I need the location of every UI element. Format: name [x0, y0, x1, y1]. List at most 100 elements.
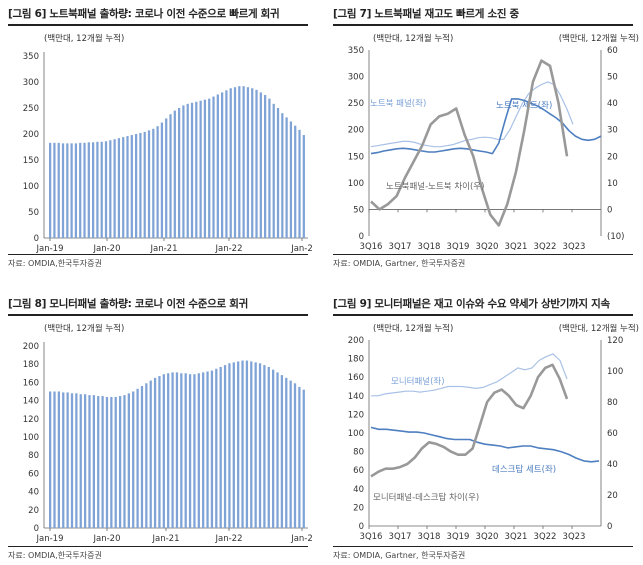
bar [101, 396, 104, 528]
chart-title: [그림 8] 모니터패널 출하량: 코로나 이전 수준으로 회귀 [8, 298, 248, 310]
bar [83, 394, 87, 528]
bar [79, 394, 82, 528]
y-tick-label-left: 120 [348, 410, 364, 420]
bar [212, 96, 215, 238]
bar [199, 100, 202, 238]
bar [75, 393, 78, 528]
line-chart-notebook-inventory: (백만대, 12개월 누적) (백만대, 12개월 누적)050100150200… [348, 33, 639, 252]
bar [167, 373, 170, 528]
bar [203, 99, 207, 239]
unit-note-right: (백만대, 12개월 누적) [559, 323, 639, 334]
y-tick-label-left: 300 [348, 73, 364, 83]
bottom-rule [8, 546, 308, 547]
unit-note: (백만대, 12개월 누적) [44, 323, 124, 334]
bar [178, 108, 181, 238]
x-tick-label: 3Q23 [563, 242, 586, 252]
bar [250, 361, 253, 528]
chart-panel-8: [그림 8] 모니터패널 출하량: 코로나 이전 수준으로 회귀 (백만대, 1… [8, 290, 316, 565]
y-tick-label: 120 [23, 415, 39, 425]
bar [193, 374, 196, 528]
y-tick-label: 20 [28, 506, 39, 516]
bar [232, 362, 235, 528]
title-rule [333, 314, 633, 316]
y-tick-label-left: 100 [348, 179, 364, 189]
bottom-rule [333, 254, 633, 255]
y-tick-label-left: 350 [348, 46, 364, 56]
bar [53, 142, 56, 238]
bar [70, 393, 74, 528]
bar [136, 388, 139, 528]
bar [206, 371, 209, 528]
y-tick-label-left: 200 [348, 126, 364, 136]
bar [158, 376, 161, 528]
bar [241, 360, 244, 528]
y-tick-label-left: 50 [353, 205, 364, 215]
series-line [370, 363, 569, 478]
bottom-rule [333, 546, 633, 547]
y-tick-label-left: 20 [353, 503, 364, 513]
series-label: 노트북패널-노트북 차이(우) [386, 181, 484, 192]
bar [210, 370, 214, 528]
x-tick-label: Jan-20 [93, 534, 121, 544]
y-tick-label-left: 250 [348, 99, 364, 109]
bar [126, 136, 129, 238]
y-tick-label-left: 180 [348, 355, 364, 365]
bar [202, 372, 205, 528]
bar [87, 142, 90, 238]
y-tick-label-left: 60 [353, 466, 364, 476]
bar [61, 143, 65, 238]
bar [97, 396, 100, 528]
bar [280, 375, 284, 528]
line-chart-monitor-inventory: (백만대, 12개월 누적) (백만대, 12개월 누적) 0 20 40 60 80 100… [348, 323, 639, 542]
y-tick-label-right: 60 [607, 46, 618, 56]
y-tick-label-right: 120 [607, 336, 623, 346]
x-tick-label: 3Q20 [476, 242, 499, 252]
bar [49, 142, 52, 238]
bar [149, 380, 152, 528]
x-tick-label: 3Q18 [418, 532, 441, 542]
x-tick-label: Jan-22 [215, 244, 243, 254]
y-tick-label-right: 80 [607, 398, 618, 408]
bar [219, 366, 222, 528]
bar [156, 126, 159, 238]
bar [267, 366, 270, 528]
bar [132, 391, 135, 528]
bar [258, 363, 262, 528]
bar [251, 88, 254, 238]
bar [171, 372, 174, 528]
bar [145, 383, 148, 528]
bar [245, 360, 249, 528]
chart-title: [그림 9] 모니터패널은 재고 이슈와 수요 약세가 상반기까지 지속 [333, 298, 610, 310]
series-line [370, 426, 600, 463]
x-tick-label: 3Q16 [360, 532, 383, 542]
x-tick-label: 3Q21 [505, 242, 528, 252]
bar [276, 108, 280, 238]
x-tick-label: 3Q19 [447, 532, 470, 542]
y-tick-label: 180 [23, 360, 39, 370]
bar [140, 386, 144, 528]
bar [246, 87, 250, 238]
y-tick-label-right: 30 [607, 126, 618, 136]
bar [173, 110, 176, 238]
y-tick-label: 100 [23, 182, 39, 192]
x-tick-label: 3Q17 [389, 242, 412, 252]
bar [302, 135, 305, 238]
bar [221, 92, 224, 239]
bar [182, 105, 185, 239]
bar [109, 140, 112, 238]
y-tick-label: 0 [34, 234, 39, 244]
bar [66, 392, 69, 528]
bar [152, 128, 155, 238]
bar [62, 392, 65, 528]
y-tick-label: 350 [23, 52, 39, 62]
bar [268, 98, 271, 238]
bar [254, 362, 257, 528]
x-tick-label: 3Q22 [534, 532, 557, 542]
x-tick-label: 3Q22 [534, 242, 557, 252]
bar [162, 374, 165, 528]
bar [302, 389, 305, 528]
y-tick-label-right: 20 [607, 491, 618, 501]
bar [233, 87, 237, 238]
bar [289, 121, 293, 238]
x-tick-label: 3Q18 [418, 242, 441, 252]
